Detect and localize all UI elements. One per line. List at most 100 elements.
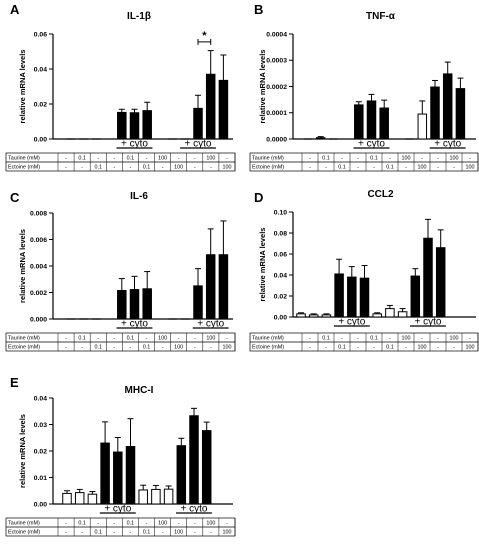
panel-e: E MHC-I relative mRNA levels 0.00 0.01 0.02 0.… xyxy=(5,375,236,537)
table-cell: - xyxy=(65,164,67,170)
bar xyxy=(62,492,72,505)
cyto-label: + cyto xyxy=(338,317,365,328)
table-cell: 100 xyxy=(206,335,215,341)
table-cell: - xyxy=(81,529,83,535)
table-cell: - xyxy=(194,344,196,350)
table-cell: - xyxy=(341,335,343,341)
bar xyxy=(189,415,199,505)
bar xyxy=(176,445,187,505)
table-cell: 100 xyxy=(450,335,459,341)
table-cell: - xyxy=(65,155,67,161)
panel-a: A IL-1β relative mRNA levels 0.00 0.02 0.04 0.… xyxy=(5,2,236,172)
table-cell: 100 xyxy=(402,335,411,341)
table-cell: - xyxy=(146,335,148,341)
table-row-header: Ectoine (mM) xyxy=(8,344,40,350)
table-cell: 100 xyxy=(450,155,459,161)
y-tick-label: 0.06 xyxy=(34,31,47,38)
y-tick-label: 0.002 xyxy=(30,290,47,297)
y-tick-label: 0.0002 xyxy=(266,84,287,91)
table-cell: - xyxy=(309,164,311,170)
table-row-header: Ectoine (mM) xyxy=(252,164,284,170)
table-cell: 100 xyxy=(158,155,167,161)
table-cell: - xyxy=(226,155,228,161)
condition-table: Taurine (mM) - 0.1 - - 0.1 - 100 - - 100 - Ectoine (… xyxy=(5,517,236,537)
table-cell: - xyxy=(309,344,311,350)
table-cell: 100 xyxy=(222,529,231,535)
table-cell: 0.1 xyxy=(94,344,102,350)
y-tick-label: 0.00 xyxy=(34,136,47,143)
table-cell: - xyxy=(194,520,196,526)
table-cell: - xyxy=(97,155,99,161)
table-cell: - xyxy=(130,529,132,535)
table-cell: 0.1 xyxy=(94,164,102,170)
y-tick-label: 0.02 xyxy=(274,293,287,300)
table-cell: - xyxy=(325,344,327,350)
table-cell: 0.1 xyxy=(338,164,346,170)
table-cell: 0.1 xyxy=(127,335,135,341)
table-cell: - xyxy=(65,529,67,535)
condition-table: Taurine (mM) - 0.1 - - 0.1 - 100 - - 100 - Ectoine (… xyxy=(249,152,479,172)
table-cell: - xyxy=(437,344,439,350)
table-cell: 0.1 xyxy=(78,520,86,526)
table-cell: 0.1 xyxy=(386,164,394,170)
table-row-header: Ectoine (mM) xyxy=(252,344,284,350)
bar xyxy=(218,79,229,140)
y-tick-label: 0.02 xyxy=(34,101,47,108)
table-cell: - xyxy=(357,164,359,170)
bar xyxy=(129,289,140,320)
chart-title: MHC-I xyxy=(125,385,154,396)
table-cell: 100 xyxy=(158,335,167,341)
y-tick-label: 0.0001 xyxy=(266,110,287,117)
chart-title: IL-1β xyxy=(127,11,151,22)
table-cell: 100 xyxy=(174,164,183,170)
table-cell: - xyxy=(421,155,423,161)
table-cell: - xyxy=(162,164,164,170)
table-cell: 0.1 xyxy=(127,155,135,161)
y-tick-label: 0.04 xyxy=(34,66,47,73)
panel-d: D CCL2 relative mRNA levels 0.00 0.02 0.04 0.0… xyxy=(249,189,479,352)
table-cell: - xyxy=(309,155,311,161)
y-tick-label: 0.08 xyxy=(274,230,287,237)
table-cell: - xyxy=(210,164,212,170)
table-row-header: Taurine (mM) xyxy=(252,155,284,161)
table-cell: - xyxy=(389,335,391,341)
table-cell: - xyxy=(162,529,164,535)
table-cell: - xyxy=(194,529,196,535)
table-cell: - xyxy=(341,155,343,161)
table-cell: - xyxy=(453,164,455,170)
panel-label: E xyxy=(10,375,19,390)
table-cell: - xyxy=(130,344,132,350)
cyto-label: + cyto xyxy=(358,139,385,150)
table-cell: - xyxy=(437,155,439,161)
table-cell: - xyxy=(357,155,359,161)
bar xyxy=(435,247,446,318)
table-cell: - xyxy=(437,164,439,170)
table-cell: 0.1 xyxy=(127,520,135,526)
table-row-header: Ectoine (mM) xyxy=(8,529,40,535)
bar xyxy=(308,314,319,318)
table-cell: - xyxy=(178,335,180,341)
panel-c: C IL-6 relative mRNA levels 0.000 0.002 0.004… xyxy=(5,190,236,352)
condition-table: Taurine (mM) - 0.1 - - 0.1 - 100 - - 100 - Ectoine (… xyxy=(5,332,236,352)
bar xyxy=(193,107,203,140)
bar xyxy=(87,493,98,505)
bar xyxy=(366,100,377,140)
table-cell: 100 xyxy=(174,344,183,350)
y-tick-label: 0.00 xyxy=(274,314,287,321)
table-cell: - xyxy=(97,335,99,341)
cyto-label: + cyto xyxy=(181,504,208,515)
bar xyxy=(372,313,382,318)
y-tick-label: 0.008 xyxy=(30,210,47,217)
table-cell: - xyxy=(357,344,359,350)
table-cell: - xyxy=(113,155,115,161)
bar xyxy=(423,237,433,318)
table-cell: - xyxy=(113,164,115,170)
table-cell: 0.1 xyxy=(386,344,394,350)
cyto-label: + cyto xyxy=(197,319,224,330)
table-cell: - xyxy=(146,155,148,161)
cyto-label: + cyto xyxy=(121,319,148,330)
bar xyxy=(379,107,389,140)
table-cell: - xyxy=(389,155,391,161)
table-cell: - xyxy=(226,335,228,341)
bar xyxy=(193,285,203,320)
